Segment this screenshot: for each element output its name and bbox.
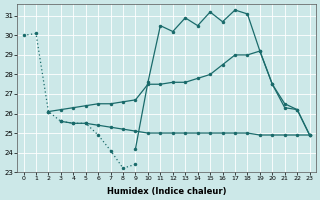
X-axis label: Humidex (Indice chaleur): Humidex (Indice chaleur) [107, 187, 226, 196]
